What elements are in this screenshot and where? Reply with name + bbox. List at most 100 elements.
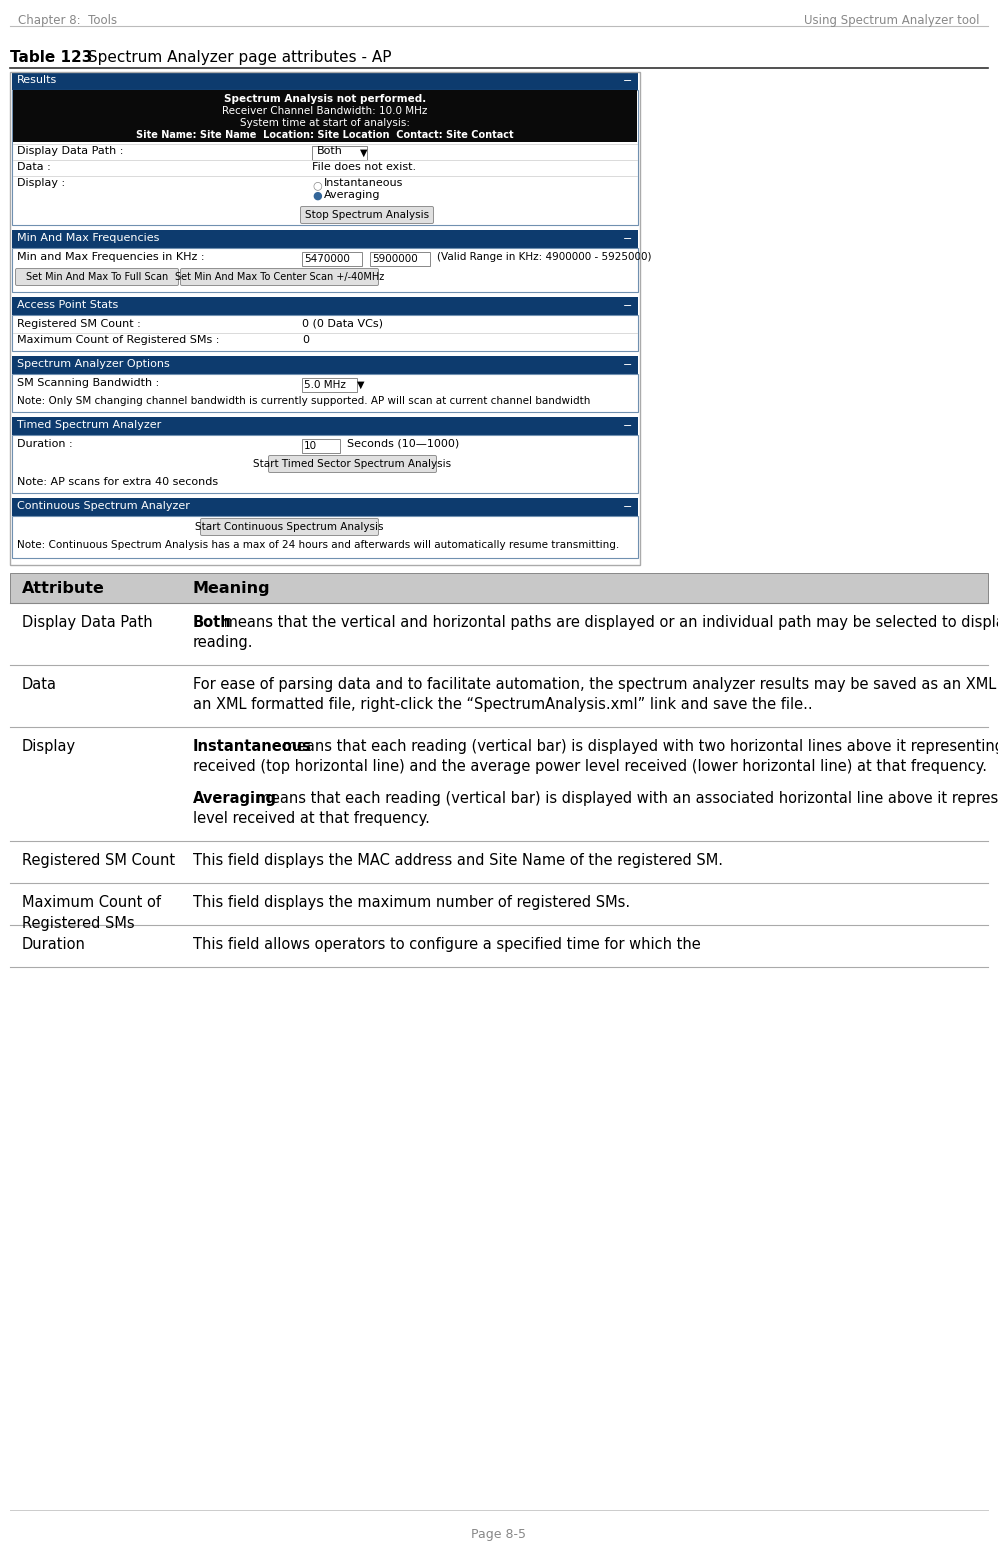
Text: Duration :: Duration : xyxy=(17,438,73,449)
Bar xyxy=(10,71,640,566)
Text: Data: Data xyxy=(22,678,57,692)
Text: 5.0 MHz: 5.0 MHz xyxy=(304,381,346,390)
Text: Access Point Stats: Access Point Stats xyxy=(17,300,118,309)
Text: ○: ○ xyxy=(312,180,321,190)
Text: For ease of parsing data and to facilitate automation, the spectrum analyzer res: For ease of parsing data and to facilita… xyxy=(193,678,998,692)
Bar xyxy=(12,315,638,351)
Bar xyxy=(302,438,340,454)
Text: SM Scanning Bandwidth :: SM Scanning Bandwidth : xyxy=(17,378,160,388)
Text: reading.: reading. xyxy=(193,636,253,650)
Text: Set Min And Max To Full Scan: Set Min And Max To Full Scan xyxy=(26,272,168,281)
Bar xyxy=(10,665,988,727)
Bar xyxy=(10,727,988,841)
Text: Site Name: Site Name  Location: Site Location  Contact: Site Contact: Site Name: Site Name Location: Site Loca… xyxy=(136,131,514,140)
Text: This field allows operators to configure a specified time for which the: This field allows operators to configure… xyxy=(193,937,701,953)
Text: Table 123: Table 123 xyxy=(10,50,93,65)
Text: Attribute: Attribute xyxy=(22,581,105,597)
Bar xyxy=(10,841,988,883)
Text: Spectrum Analysis not performed.: Spectrum Analysis not performed. xyxy=(224,93,426,104)
Text: Display :: Display : xyxy=(17,179,65,188)
Text: −: − xyxy=(624,235,633,244)
Text: Using Spectrum Analyzer tool: Using Spectrum Analyzer tool xyxy=(804,14,980,26)
Text: Seconds (10—1000): Seconds (10—1000) xyxy=(347,438,459,449)
Text: ▼: ▼ xyxy=(357,381,364,390)
Bar xyxy=(10,573,988,603)
Text: Display Data Path: Display Data Path xyxy=(22,615,153,629)
Text: Both: Both xyxy=(193,615,232,629)
Bar xyxy=(12,90,638,225)
Text: Averaging: Averaging xyxy=(193,791,277,807)
Text: Start Timed Sector Spectrum Analysis: Start Timed Sector Spectrum Analysis xyxy=(253,458,451,469)
Text: Stop Spectrum Analysis: Stop Spectrum Analysis xyxy=(305,210,429,221)
Text: Registered SM Count :: Registered SM Count : xyxy=(17,319,141,329)
FancyBboxPatch shape xyxy=(16,269,179,286)
Text: means that each reading (vertical bar) is displayed with two horizontal lines ab: means that each reading (vertical bar) i… xyxy=(277,740,998,754)
Text: Instantaneous: Instantaneous xyxy=(193,740,311,754)
Bar xyxy=(12,230,638,249)
Text: means that the vertical and horizontal paths are displayed or an individual path: means that the vertical and horizontal p… xyxy=(219,615,998,629)
Text: Maximum Count of
Registered SMs: Maximum Count of Registered SMs xyxy=(22,895,161,931)
Text: Duration: Duration xyxy=(22,937,86,953)
Text: Set Min And Max To Center Scan +/-40MHz: Set Min And Max To Center Scan +/-40MHz xyxy=(175,272,384,281)
Text: −: − xyxy=(624,361,633,370)
Text: Spectrum Analyzer Options: Spectrum Analyzer Options xyxy=(17,359,170,368)
Text: This field displays the MAC address and Site Name of the registered SM.: This field displays the MAC address and … xyxy=(193,853,723,869)
Text: −: − xyxy=(624,76,633,85)
Bar xyxy=(10,603,988,665)
Text: −: − xyxy=(624,502,633,511)
Text: Start Continuous Spectrum Analysis: Start Continuous Spectrum Analysis xyxy=(196,522,384,531)
Text: Note: AP scans for extra 40 seconds: Note: AP scans for extra 40 seconds xyxy=(17,477,219,486)
Text: Page 8-5: Page 8-5 xyxy=(471,1528,527,1542)
Text: ●: ● xyxy=(312,191,321,200)
FancyBboxPatch shape xyxy=(268,455,436,472)
Bar xyxy=(312,146,367,160)
Text: Spectrum Analyzer page attributes - AP: Spectrum Analyzer page attributes - AP xyxy=(83,50,391,65)
Text: Min And Max Frequencies: Min And Max Frequencies xyxy=(17,233,160,242)
Text: (Valid Range in KHz: 4900000 - 5925000): (Valid Range in KHz: 4900000 - 5925000) xyxy=(437,252,652,263)
Text: Results: Results xyxy=(17,75,57,85)
Bar xyxy=(12,435,638,493)
Bar xyxy=(10,925,988,967)
Bar xyxy=(10,883,988,925)
Bar xyxy=(12,516,638,558)
Text: System time at start of analysis:: System time at start of analysis: xyxy=(240,118,410,127)
Text: Note: Continuous Spectrum Analysis has a max of 24 hours and afterwards will aut: Note: Continuous Spectrum Analysis has a… xyxy=(17,539,619,550)
Text: Instantaneous: Instantaneous xyxy=(324,179,403,188)
Text: Data :: Data : xyxy=(17,162,51,172)
FancyBboxPatch shape xyxy=(181,269,378,286)
Text: 0: 0 xyxy=(302,336,309,345)
Text: Registered SM Count: Registered SM Count xyxy=(22,853,175,869)
Bar xyxy=(12,297,638,315)
Text: Min and Max Frequencies in KHz :: Min and Max Frequencies in KHz : xyxy=(17,252,205,263)
Text: Receiver Channel Bandwidth: 10.0 MHz: Receiver Channel Bandwidth: 10.0 MHz xyxy=(223,106,428,117)
Text: Continuous Spectrum Analyzer: Continuous Spectrum Analyzer xyxy=(17,500,190,511)
Text: Note: Only SM changing channel bandwidth is currently supported. AP will scan at: Note: Only SM changing channel bandwidth… xyxy=(17,396,591,406)
Bar xyxy=(302,378,357,392)
Text: −: − xyxy=(624,421,633,430)
Text: level received at that frequency.: level received at that frequency. xyxy=(193,811,430,827)
Text: Display: Display xyxy=(22,740,76,754)
Bar xyxy=(302,252,362,266)
Bar xyxy=(370,252,430,266)
Text: received (top horizontal line) and the average power level received (lower horiz: received (top horizontal line) and the a… xyxy=(193,758,987,774)
Text: Timed Spectrum Analyzer: Timed Spectrum Analyzer xyxy=(17,420,162,430)
Bar xyxy=(12,375,638,412)
Text: Both: Both xyxy=(317,146,343,155)
Text: File does not exist.: File does not exist. xyxy=(312,162,416,172)
Text: 10: 10 xyxy=(304,441,317,451)
Text: Meaning: Meaning xyxy=(193,581,270,597)
Text: an XML formatted file, right-click the “SpectrumAnalysis.xml” link and save the : an XML formatted file, right-click the “… xyxy=(193,698,812,712)
Bar xyxy=(12,71,638,90)
Text: 5470000: 5470000 xyxy=(304,253,350,264)
Bar xyxy=(12,249,638,292)
Text: Maximum Count of Registered SMs :: Maximum Count of Registered SMs : xyxy=(17,336,220,345)
Bar xyxy=(13,90,637,141)
FancyBboxPatch shape xyxy=(300,207,433,224)
Text: 5900000: 5900000 xyxy=(372,253,418,264)
Text: ▼: ▼ xyxy=(360,148,367,159)
FancyBboxPatch shape xyxy=(201,519,378,536)
Text: This field displays the maximum number of registered SMs.: This field displays the maximum number o… xyxy=(193,895,630,911)
Bar xyxy=(12,497,638,516)
Text: Display Data Path :: Display Data Path : xyxy=(17,146,124,155)
Text: Averaging: Averaging xyxy=(324,190,380,200)
